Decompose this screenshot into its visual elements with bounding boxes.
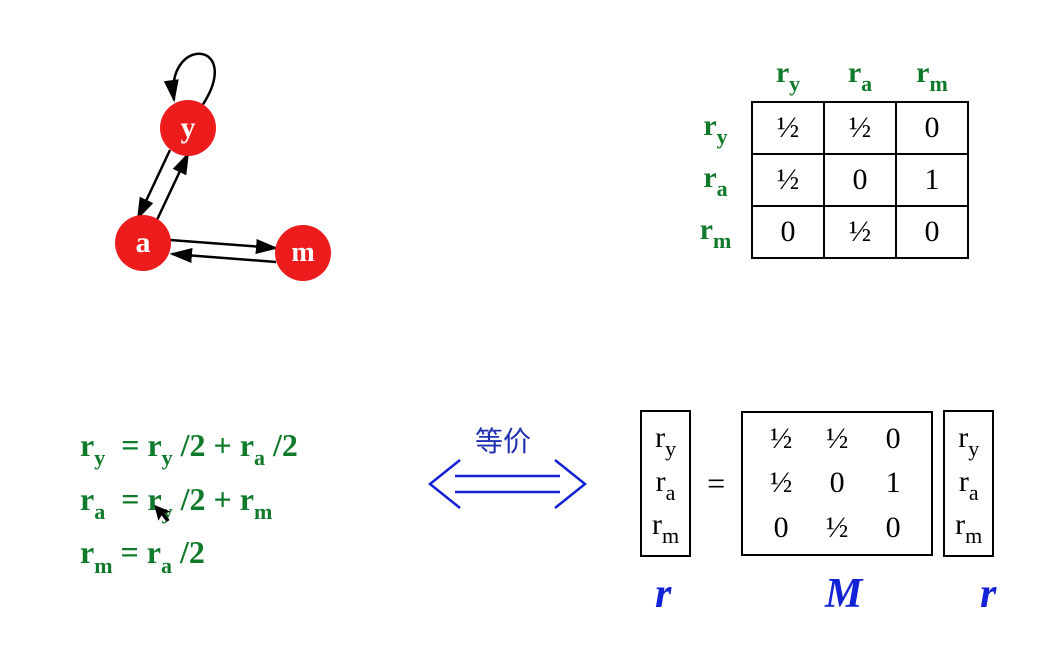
m-0-2: 0: [865, 419, 921, 460]
matrix-equation: ry ra rm = ½ ½ 0 ½ 0 1 0 ½ 0 ry ra rm: [640, 410, 994, 557]
transition-table: ry ra rm ry ½ ½ 0 ra ½ 0 1 rm 0 ½ 0: [680, 50, 969, 259]
equation-1: ry = ry /2 + ra /2: [80, 420, 298, 474]
col-header-ry: ry: [752, 50, 824, 102]
vector-r-left: ry ra rm: [640, 410, 691, 557]
label-M: M: [825, 570, 862, 618]
row-header-rm: rm: [680, 206, 752, 258]
equals-sign: =: [701, 465, 731, 502]
cell-2-1: ½: [824, 206, 896, 258]
graph-edges: [70, 50, 370, 310]
cell-1-2: 1: [896, 154, 968, 206]
node-y: y: [160, 100, 216, 156]
m-0-1: ½: [809, 419, 865, 460]
row-header-ra: ra: [680, 154, 752, 206]
cell-0-0: ½: [752, 102, 824, 154]
equations-block: ry = ry /2 + ra /2 ra = ry /2 + rm rm = …: [80, 420, 298, 581]
col-header-rm: rm: [896, 50, 968, 102]
node-y-label: y: [181, 111, 196, 145]
matrix-M: ½ ½ 0 ½ 0 1 0 ½ 0: [741, 411, 933, 557]
vector-r-right: ry ra rm: [943, 410, 994, 557]
m-2-2: 0: [865, 508, 921, 549]
pagerank-graph: y a m: [70, 50, 350, 300]
cell-2-2: 0: [896, 206, 968, 258]
cell-1-0: ½: [752, 154, 824, 206]
handwriting-label: 等价: [475, 420, 531, 460]
equation-3: rm = ra /2: [80, 527, 298, 581]
cell-2-0: 0: [752, 206, 824, 258]
node-a: a: [115, 215, 171, 271]
cell-0-1: ½: [824, 102, 896, 154]
node-m: m: [275, 225, 331, 281]
cell-0-2: 0: [896, 102, 968, 154]
m-2-0: 0: [753, 508, 809, 549]
row-header-ry: ry: [680, 102, 752, 154]
node-m-label: m: [291, 237, 314, 269]
col-header-ra: ra: [824, 50, 896, 102]
label-r-left: r: [655, 570, 671, 618]
m-1-0: ½: [753, 463, 809, 504]
node-a-label: a: [136, 226, 151, 260]
m-2-1: ½: [809, 508, 865, 549]
label-r-right: r: [980, 570, 996, 618]
equivalence-arrow: 等价: [420, 440, 600, 580]
m-0-0: ½: [753, 419, 809, 460]
cell-1-1: 0: [824, 154, 896, 206]
m-1-2: 1: [865, 463, 921, 504]
m-1-1: 0: [809, 463, 865, 504]
equation-2: ra = ry /2 + rm: [80, 474, 298, 528]
